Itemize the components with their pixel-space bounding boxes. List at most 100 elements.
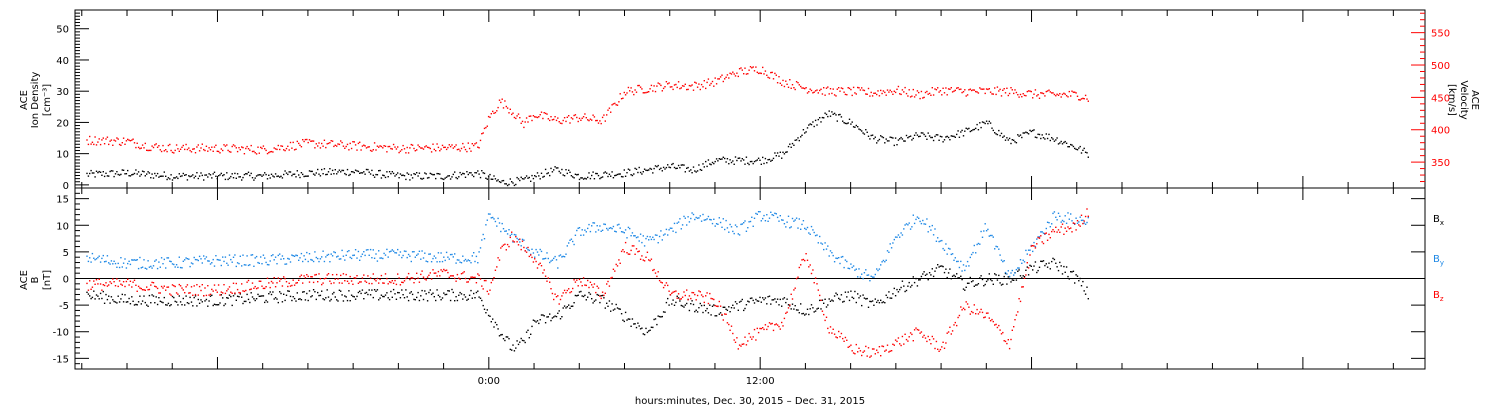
velocity-point bbox=[870, 91, 872, 94]
bx-point bbox=[1038, 266, 1041, 268]
velocity-point bbox=[481, 133, 483, 135]
velocity-point bbox=[528, 115, 530, 117]
bx-point bbox=[862, 294, 864, 296]
velocity-point bbox=[1023, 94, 1026, 97]
bz-point bbox=[658, 279, 661, 282]
bz-point bbox=[619, 262, 621, 264]
by-point bbox=[295, 254, 297, 256]
by-point bbox=[226, 262, 228, 264]
density-point bbox=[360, 172, 362, 174]
by-point bbox=[833, 261, 836, 263]
bx-point bbox=[546, 316, 548, 318]
velocity-point bbox=[930, 94, 932, 96]
density-point bbox=[262, 174, 265, 176]
bx-point bbox=[863, 297, 866, 299]
bz-point bbox=[972, 311, 974, 314]
density-point bbox=[753, 160, 756, 163]
bx-point bbox=[842, 301, 844, 303]
velocity-point bbox=[861, 87, 863, 89]
by-point bbox=[312, 260, 315, 263]
bx-point bbox=[916, 285, 919, 287]
velocity-point bbox=[711, 80, 714, 83]
by-point bbox=[407, 253, 410, 256]
density-point bbox=[208, 173, 210, 175]
velocity-point bbox=[984, 92, 986, 95]
bx-point bbox=[241, 296, 243, 298]
velocity-point bbox=[886, 89, 889, 91]
density-point bbox=[1072, 145, 1075, 148]
velocity-point bbox=[985, 88, 988, 90]
density-point bbox=[401, 174, 403, 177]
bx-point bbox=[231, 304, 233, 307]
bx-point bbox=[816, 308, 818, 310]
bx-point bbox=[1078, 280, 1080, 282]
density-point bbox=[402, 174, 404, 176]
bz-point bbox=[363, 274, 365, 276]
velocity-point bbox=[1076, 95, 1079, 97]
bx-point bbox=[98, 298, 100, 300]
by-point bbox=[185, 257, 187, 259]
by-point bbox=[249, 264, 251, 266]
density-point bbox=[261, 175, 263, 177]
velocity-point bbox=[591, 119, 593, 121]
velocity-point bbox=[329, 142, 331, 144]
density-point bbox=[253, 179, 255, 181]
velocity-point bbox=[90, 143, 92, 145]
bx-point bbox=[93, 290, 95, 292]
bx-point bbox=[597, 294, 600, 296]
bx-point bbox=[163, 296, 165, 299]
velocity-point bbox=[501, 98, 503, 100]
velocity-point bbox=[573, 114, 575, 117]
bz-point bbox=[934, 347, 936, 350]
bx-point bbox=[744, 307, 746, 310]
density-point bbox=[544, 168, 547, 171]
by-point bbox=[1059, 215, 1061, 217]
velocity-point bbox=[124, 143, 126, 145]
density-point bbox=[884, 142, 886, 144]
by-point bbox=[1070, 213, 1072, 215]
bz-point bbox=[956, 324, 958, 327]
density-point bbox=[390, 173, 392, 175]
bx-point bbox=[662, 311, 665, 313]
bx-point bbox=[813, 311, 815, 313]
density-point bbox=[345, 173, 347, 176]
velocity-point bbox=[945, 87, 947, 89]
bz-point bbox=[1049, 237, 1051, 239]
bz-point bbox=[179, 285, 182, 287]
bz-point bbox=[846, 339, 848, 341]
by-point bbox=[960, 260, 962, 263]
density-point bbox=[1044, 138, 1046, 140]
by-point bbox=[270, 255, 273, 257]
density-point bbox=[562, 174, 564, 176]
by-point bbox=[1021, 262, 1023, 264]
bz-point bbox=[624, 241, 627, 244]
bx-point bbox=[1030, 265, 1032, 267]
velocity-point bbox=[293, 149, 296, 151]
bx-point bbox=[280, 292, 282, 295]
by-point bbox=[623, 232, 625, 234]
bx-point bbox=[728, 306, 730, 308]
bz-point bbox=[384, 273, 387, 275]
bz-point bbox=[859, 350, 862, 352]
velocity-point bbox=[162, 144, 164, 147]
by-point bbox=[752, 225, 754, 227]
bx-point bbox=[791, 303, 794, 305]
density-point bbox=[379, 169, 381, 172]
bz-point bbox=[212, 290, 214, 292]
bx-point bbox=[194, 295, 197, 297]
by-point bbox=[538, 254, 540, 256]
density-point bbox=[942, 141, 944, 143]
bz-point bbox=[197, 294, 199, 296]
velocity-point bbox=[416, 149, 418, 151]
bx-point bbox=[706, 307, 708, 310]
by-point bbox=[667, 234, 669, 236]
velocity-point bbox=[112, 144, 114, 146]
by-point bbox=[782, 219, 784, 221]
by-point bbox=[927, 231, 929, 233]
velocity-point bbox=[152, 146, 155, 149]
density-point bbox=[99, 171, 102, 173]
bx-point bbox=[243, 300, 246, 303]
velocity-point bbox=[634, 89, 636, 91]
density-point bbox=[413, 173, 415, 175]
bz-point bbox=[778, 325, 780, 328]
